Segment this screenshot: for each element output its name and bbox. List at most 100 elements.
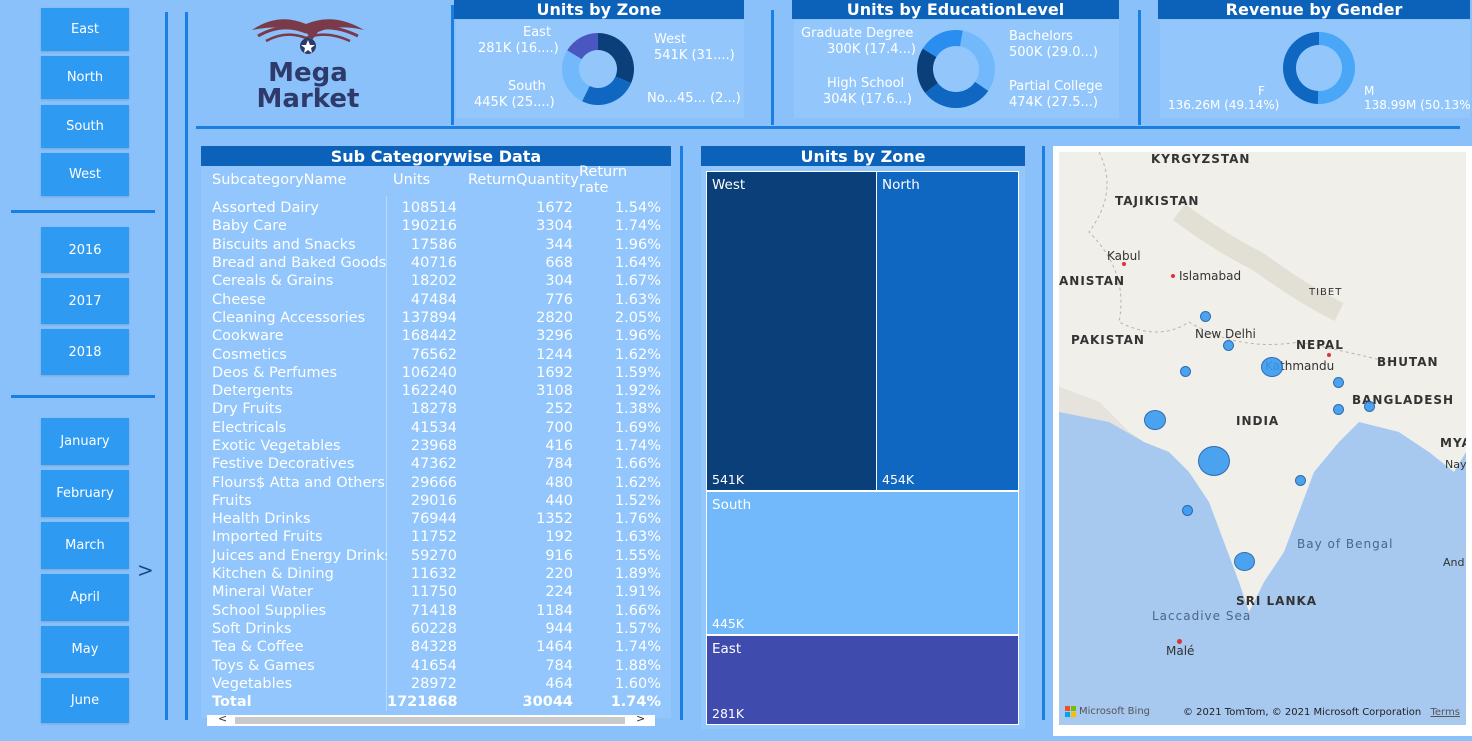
table-row[interactable]: Toys & Games 41654 784 1.88% bbox=[201, 656, 671, 674]
table-row[interactable]: Cleaning Accessories 137894 2820 2.05% bbox=[201, 309, 671, 327]
donut-slice-east[interactable] bbox=[567, 33, 598, 60]
table-row[interactable]: Kitchen & Dining 11632 220 1.89% bbox=[201, 565, 671, 583]
treemap-cell-east[interactable]: East 281K bbox=[706, 635, 1019, 725]
bing-brand: Microsoft Bing bbox=[1065, 706, 1150, 717]
table-row[interactable]: Biscuits and Snacks 17586 344 1.96% bbox=[201, 236, 671, 254]
table-row[interactable]: Cosmetics 76562 1244 1.62% bbox=[201, 345, 671, 363]
table-row[interactable]: Mineral Water 11750 224 1.91% bbox=[201, 583, 671, 601]
units-by-zone-donut[interactable] bbox=[557, 33, 639, 105]
slicer-may[interactable]: May bbox=[41, 626, 129, 673]
slicer-east[interactable]: East bbox=[41, 8, 129, 51]
treemap-value-south: 445K bbox=[712, 616, 745, 631]
slicer-february[interactable]: February bbox=[41, 470, 129, 517]
horizontal-scrollbar[interactable]: < > bbox=[207, 712, 655, 726]
units-by-education-donut[interactable] bbox=[913, 30, 999, 108]
cell-subcategory: Deos & Perfumes bbox=[212, 364, 338, 381]
table-row[interactable]: Bread and Baked Goods 40716 668 1.64% bbox=[201, 254, 671, 272]
cell-returnquantity: 784 bbox=[545, 657, 573, 674]
donut-slice-high-school[interactable] bbox=[917, 48, 938, 93]
map-bubble[interactable] bbox=[1223, 340, 1234, 351]
table-row[interactable]: Vegetables 28972 464 1.60% bbox=[201, 675, 671, 693]
chevron-right-icon[interactable]: > bbox=[137, 558, 154, 582]
table-row[interactable]: Festive Decoratives 47362 784 1.66% bbox=[201, 455, 671, 473]
city-dot bbox=[1122, 262, 1126, 266]
cell-returnrate: 1.38% bbox=[614, 401, 661, 418]
slicer-march[interactable]: March bbox=[41, 522, 129, 569]
map-bubble[interactable] bbox=[1333, 377, 1344, 388]
map-bubble[interactable] bbox=[1364, 401, 1375, 412]
map-bubble[interactable] bbox=[1198, 446, 1230, 476]
treemap-cell-north[interactable]: North 454K bbox=[876, 171, 1019, 491]
slicer-june[interactable]: June bbox=[41, 678, 129, 723]
donut-slice-west[interactable] bbox=[598, 33, 634, 84]
table-row[interactable]: Flours$ Atta and Others 29666 480 1.62% bbox=[201, 473, 671, 491]
map-bubble[interactable] bbox=[1200, 311, 1211, 322]
map-terms-link[interactable]: Terms bbox=[1430, 707, 1460, 718]
scroll-right-icon[interactable]: > bbox=[636, 712, 646, 725]
table-row[interactable]: School Supplies 71418 1184 1.66% bbox=[201, 602, 671, 620]
table-row[interactable]: Electricals 41534 700 1.69% bbox=[201, 419, 671, 437]
cell-units: 47362 bbox=[410, 456, 457, 473]
column-header-units[interactable]: Units bbox=[393, 172, 431, 188]
table-row[interactable]: Health Drinks 76944 1352 1.76% bbox=[201, 510, 671, 528]
donut-slice-graduate-degree[interactable] bbox=[922, 30, 963, 57]
table-row[interactable]: Deos & Perfumes 106240 1692 1.59% bbox=[201, 364, 671, 382]
table-row[interactable]: Imported Fruits 11752 192 1.63% bbox=[201, 528, 671, 546]
logo-text-line2: Market bbox=[256, 84, 360, 114]
table-row[interactable]: Dry Fruits 18278 252 1.38% bbox=[201, 400, 671, 418]
table-row[interactable]: Assorted Dairy 108514 1672 1.54% bbox=[201, 199, 671, 217]
map-bubble[interactable] bbox=[1180, 366, 1191, 377]
table-row[interactable]: Juices and Energy Drinks 59270 916 1.55% bbox=[201, 547, 671, 565]
table-row[interactable]: Exotic Vegetables 23968 416 1.74% bbox=[201, 437, 671, 455]
donut-label-south: South bbox=[508, 79, 546, 94]
table-row[interactable]: Cereals & Grains 18202 304 1.67% bbox=[201, 272, 671, 290]
slicer-2017[interactable]: 2017 bbox=[41, 278, 129, 324]
revenue-by-gender-donut[interactable] bbox=[1281, 30, 1357, 106]
slicer-north[interactable]: North bbox=[41, 56, 129, 99]
donut-slice-bachelors[interactable] bbox=[959, 30, 995, 91]
map-bubble[interactable] bbox=[1295, 475, 1306, 486]
cell-returnrate: 1.66% bbox=[614, 602, 661, 619]
slicer-april[interactable]: April bbox=[41, 574, 129, 621]
map-city-new-delhi: New Delhi bbox=[1195, 327, 1256, 341]
map-label-myanmar: MYA bbox=[1440, 436, 1466, 450]
donut-slice-north[interactable] bbox=[562, 50, 590, 102]
column-header-subcategory[interactable]: SubcategoryName bbox=[212, 172, 347, 188]
map-bubble[interactable] bbox=[1234, 552, 1255, 571]
donut-slice-partial-college[interactable] bbox=[925, 81, 989, 108]
column-header-returnrate[interactable]: Return rate bbox=[579, 164, 628, 196]
cell-returnrate: 1.66% bbox=[614, 456, 661, 473]
table-row[interactable]: Baby Care 190216 3304 1.74% bbox=[201, 217, 671, 235]
table-row[interactable]: Tea & Coffee 84328 1464 1.74% bbox=[201, 638, 671, 656]
treemap-cell-west[interactable]: West 541K bbox=[706, 171, 877, 491]
table-row[interactable]: Fruits 29016 440 1.52% bbox=[201, 492, 671, 510]
slicer-west[interactable]: West bbox=[41, 153, 129, 196]
map-bubble[interactable] bbox=[1182, 505, 1193, 516]
slicer-2018[interactable]: 2018 bbox=[41, 329, 129, 375]
slicer-january[interactable]: January bbox=[41, 418, 129, 465]
scroll-left-icon[interactable]: < bbox=[218, 712, 228, 725]
cell-returnquantity: 192 bbox=[545, 529, 573, 546]
map-bubble[interactable] bbox=[1144, 410, 1166, 430]
map-label-nepal: NEPAL bbox=[1296, 338, 1344, 352]
map-label-india: INDIA bbox=[1236, 414, 1280, 428]
table-row[interactable]: Cookware 168442 3296 1.96% bbox=[201, 327, 671, 345]
slicer-south[interactable]: South bbox=[41, 105, 129, 148]
donut-slice-south[interactable] bbox=[582, 76, 632, 105]
column-header-returnquantity[interactable]: ReturnQuantity bbox=[468, 172, 579, 188]
donut-slice-m[interactable] bbox=[1317, 32, 1355, 104]
map-view[interactable]: KYRGYZSTAN TAJIKISTAN ANISTAN PAKISTAN T… bbox=[1059, 152, 1466, 725]
map-city-kabul: Kabul bbox=[1107, 249, 1141, 263]
cell-subcategory: Fruits bbox=[212, 492, 252, 509]
map-bubble[interactable] bbox=[1261, 357, 1283, 377]
map-bubble[interactable] bbox=[1333, 404, 1344, 415]
donut-slice-f[interactable] bbox=[1282, 32, 1319, 104]
subcategory-table-panel bbox=[201, 166, 671, 718]
scrollbar-thumb[interactable] bbox=[235, 717, 625, 724]
table-row[interactable]: Soft Drinks 60228 944 1.57% bbox=[201, 620, 671, 638]
table-row[interactable]: Cheese 47484 776 1.63% bbox=[201, 290, 671, 308]
cell-returnrate: 1.54% bbox=[614, 200, 661, 217]
treemap-cell-south[interactable]: South 445K bbox=[706, 491, 1019, 635]
table-row[interactable]: Detergents 162240 3108 1.92% bbox=[201, 382, 671, 400]
slicer-2016[interactable]: 2016 bbox=[41, 227, 129, 273]
